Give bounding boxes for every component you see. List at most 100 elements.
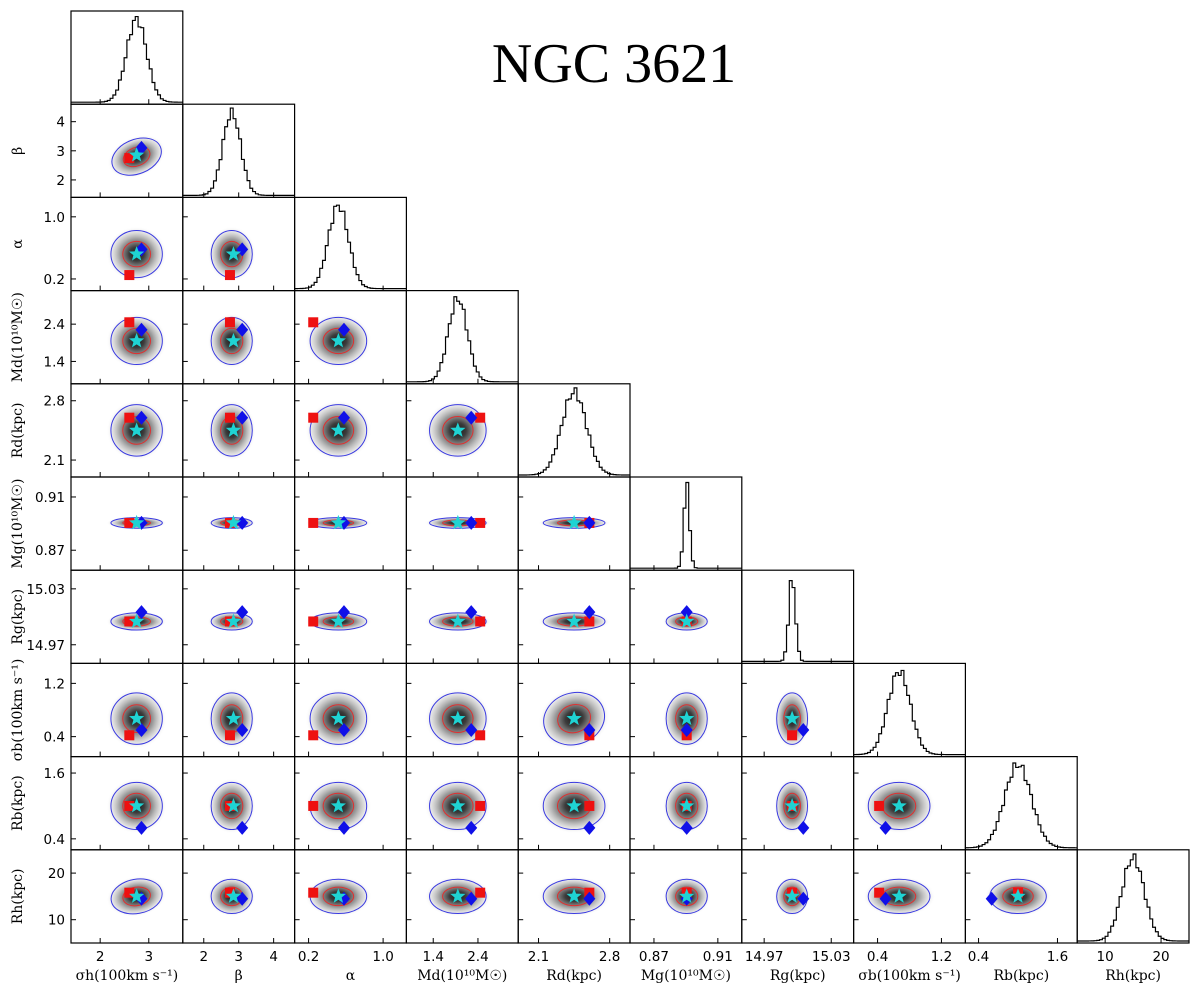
marker-star (129, 514, 145, 530)
panel-M_d-vs-sigma_h (70, 290, 184, 385)
contour-outer (210, 404, 253, 457)
x-tick-label-R_b: 0.4 (968, 949, 989, 965)
marker-diamond (465, 515, 478, 530)
x-tick-label-beta: 2 (199, 949, 208, 965)
y-tick-label-beta: 2 (56, 173, 65, 189)
marker-diamond (236, 242, 249, 257)
panel-M_d-vs-M_d (405, 290, 519, 385)
contour-inner (675, 792, 699, 820)
marker-star (129, 246, 145, 261)
marker-square (124, 412, 135, 423)
panel-R_h-vs-beta (182, 849, 296, 944)
x-tick-label-beta: 4 (269, 949, 278, 965)
contour-outer (110, 316, 163, 366)
marker-diamond (583, 515, 596, 530)
marker-star (225, 797, 242, 813)
contour-outer (429, 612, 487, 631)
histogram-R_g (741, 580, 854, 662)
marker-star (566, 710, 582, 726)
x-tick-label-alpha: 0.2 (298, 949, 319, 965)
contour-inner (1002, 886, 1034, 907)
panel-sigma_b-vs-beta (182, 662, 296, 758)
marker-star (784, 888, 800, 903)
panel-R_d-vs-alpha (294, 383, 408, 478)
contour-outer (665, 692, 708, 745)
panel-R_b-vs-R_d (517, 755, 631, 851)
panel-R_g-vs-M_d (405, 569, 519, 665)
marker-square (124, 317, 135, 328)
panel-M_d-vs-beta (182, 290, 296, 385)
contour-outer (429, 878, 487, 915)
panel-R_d-vs-sigma_h (70, 383, 184, 478)
panel-beta-vs-sigma_h (70, 103, 184, 198)
marker-star (450, 797, 466, 813)
contour-inner (322, 704, 355, 734)
panel-alpha-vs-beta (182, 196, 296, 292)
marker-square (475, 412, 486, 423)
contour-outer (309, 316, 368, 366)
panel-alpha-vs-alpha (294, 196, 408, 292)
marker-diamond (583, 722, 596, 737)
y-tick-label-R_b: 0.4 (44, 832, 65, 848)
y-tick-label-R_h: 20 (48, 866, 65, 882)
marker-star (225, 888, 242, 903)
x-tick-label-beta: 3 (234, 949, 243, 965)
panel-sigma_b-vs-M_d (405, 662, 519, 758)
marker-diamond (797, 820, 810, 835)
y-axis-label-beta: β (10, 147, 26, 155)
x-axis-label-alpha: α (346, 968, 356, 984)
marker-diamond (236, 322, 249, 337)
contour-outer (665, 878, 708, 915)
contour-inner (322, 416, 355, 445)
y-tick-label-alpha: 0.2 (44, 272, 65, 288)
marker-square (874, 887, 885, 898)
contour-inner (783, 792, 801, 820)
contour-outer (309, 692, 368, 745)
contour-outer (867, 781, 931, 831)
marker-square (224, 270, 235, 281)
marker-diamond (236, 722, 249, 737)
marker-star (679, 613, 695, 628)
marker-diamond (337, 605, 350, 620)
marker-star (330, 797, 346, 813)
y-tick-label-sigma_b: 0.4 (44, 730, 65, 746)
marker-star (330, 514, 346, 530)
marker-diamond (135, 140, 148, 155)
panel-R_g-vs-R_g (741, 569, 855, 665)
x-tick-label-R_h: 10 (1097, 949, 1114, 965)
panel-sigma_h-vs-sigma_h (70, 10, 184, 105)
marker-square (124, 270, 135, 281)
panel-R_b-vs-sigma_h (70, 755, 184, 851)
panel-R_g-vs-M_g (629, 569, 743, 665)
marker-diamond (465, 410, 478, 425)
marker-diamond (135, 605, 148, 620)
marker-diamond (135, 410, 148, 425)
marker-diamond (135, 820, 148, 835)
marker-diamond (879, 820, 892, 835)
marker-diamond (583, 820, 596, 835)
marker-square (308, 800, 319, 811)
marker-square (308, 317, 319, 328)
panel-R_h-vs-R_h (1076, 849, 1190, 944)
y-tick-label-sigma_b: 1.2 (44, 676, 65, 692)
marker-star (129, 710, 145, 726)
histogram-M_d (406, 296, 519, 383)
histogram-alpha (294, 204, 407, 290)
y-tick-label-R_d: 2.8 (44, 394, 65, 410)
marker-square (124, 616, 135, 627)
contour-outer (776, 781, 809, 831)
x-tick-label-M_d: 2.4 (467, 949, 488, 965)
x-tick-label-M_d: 1.4 (422, 949, 443, 965)
contour-outer (776, 692, 809, 745)
y-axis-label-R_h: Rh(kpc) (10, 869, 26, 925)
panel-R_h-vs-R_g (741, 849, 855, 944)
x-axis-label-R_d: Rd(kpc) (546, 968, 602, 984)
x-tick-label-sigma_h: 3 (144, 949, 153, 965)
panel-R_d-vs-M_d (405, 383, 519, 478)
marker-square (224, 317, 235, 328)
marker-star (225, 710, 242, 726)
panel-R_d-vs-beta (182, 383, 296, 478)
marker-diamond (465, 605, 478, 620)
contour-inner (122, 240, 151, 268)
